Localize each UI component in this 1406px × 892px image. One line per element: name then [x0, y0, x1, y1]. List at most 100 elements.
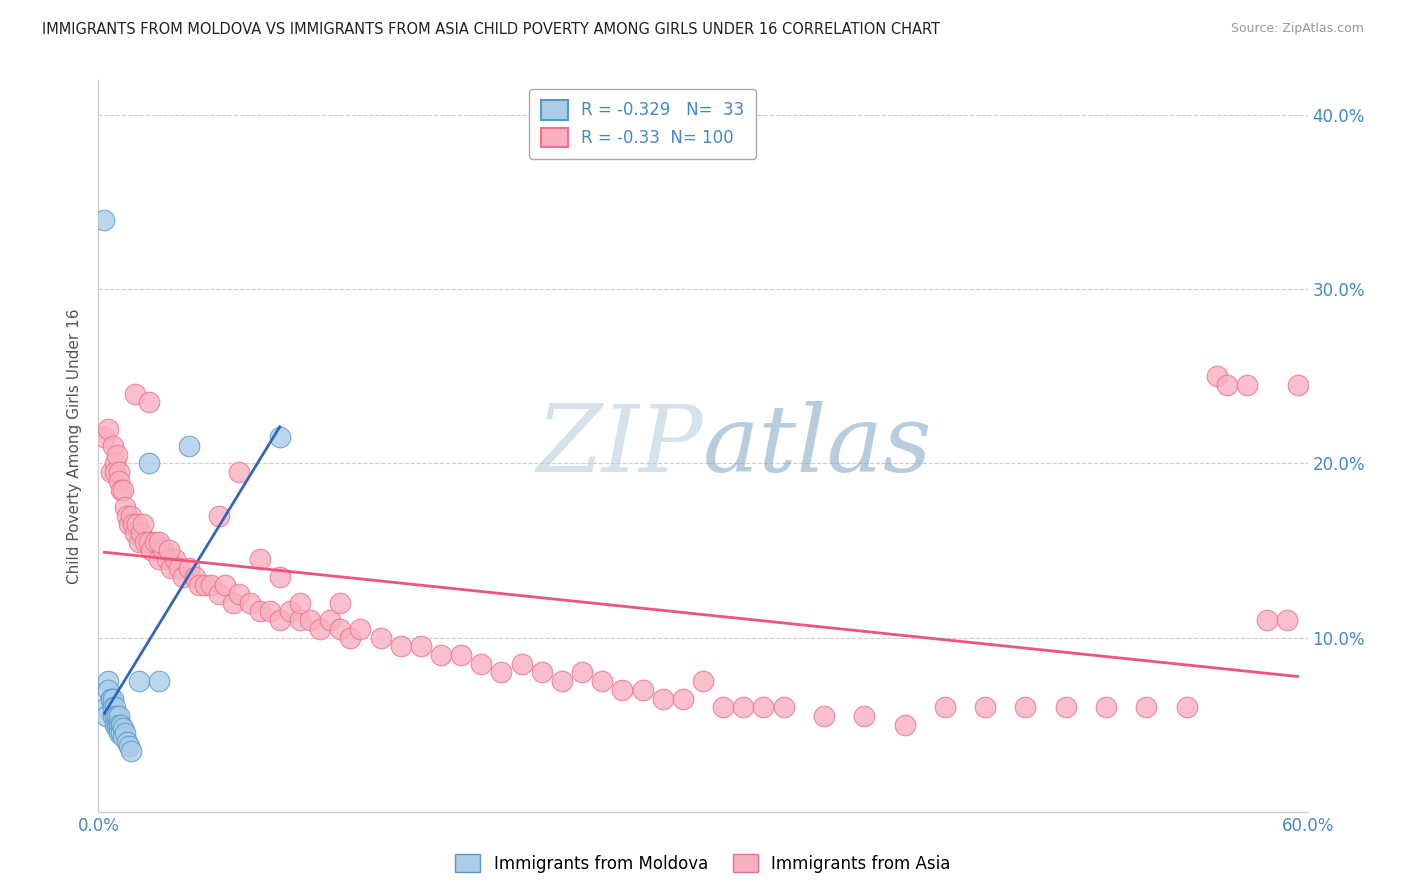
Text: IMMIGRANTS FROM MOLDOVA VS IMMIGRANTS FROM ASIA CHILD POVERTY AMONG GIRLS UNDER : IMMIGRANTS FROM MOLDOVA VS IMMIGRANTS FR… — [42, 22, 941, 37]
Point — [120, 508, 142, 523]
Point — [591, 674, 613, 689]
Point — [97, 682, 120, 697]
Point — [103, 457, 125, 471]
Point — [132, 517, 155, 532]
Point — [208, 587, 231, 601]
Point — [107, 465, 129, 479]
Point — [269, 430, 291, 444]
Point — [138, 457, 160, 471]
Point — [100, 465, 122, 479]
Point — [97, 421, 120, 435]
Point — [148, 674, 170, 689]
Legend: R = -0.329   N=  33, R = -0.33  N= 100: R = -0.329 N= 33, R = -0.33 N= 100 — [529, 88, 756, 159]
Point — [114, 726, 136, 740]
Point — [184, 569, 207, 583]
Point — [711, 700, 734, 714]
Point — [143, 534, 166, 549]
Point — [214, 578, 236, 592]
Point — [103, 465, 125, 479]
Point — [129, 526, 152, 541]
Point — [249, 552, 271, 566]
Point — [269, 613, 291, 627]
Point — [510, 657, 533, 671]
Point — [278, 604, 301, 618]
Point — [101, 709, 124, 723]
Point — [100, 691, 122, 706]
Text: ZIP: ZIP — [536, 401, 703, 491]
Point — [893, 717, 915, 731]
Point — [111, 730, 134, 744]
Point — [128, 534, 150, 549]
Point — [1014, 700, 1036, 714]
Point — [1135, 700, 1157, 714]
Text: Source: ZipAtlas.com: Source: ZipAtlas.com — [1230, 22, 1364, 36]
Point — [105, 717, 128, 731]
Point — [1256, 613, 1278, 627]
Point — [200, 578, 222, 592]
Point — [124, 526, 146, 541]
Point — [1054, 700, 1077, 714]
Point — [813, 709, 835, 723]
Point — [103, 717, 125, 731]
Point — [124, 386, 146, 401]
Point — [148, 552, 170, 566]
Point — [1206, 369, 1229, 384]
Point — [974, 700, 997, 714]
Text: atlas: atlas — [703, 401, 932, 491]
Point — [157, 543, 180, 558]
Point — [167, 561, 190, 575]
Point — [96, 709, 118, 723]
Point — [139, 543, 162, 558]
Point — [115, 735, 138, 749]
Point — [160, 561, 183, 575]
Point — [179, 561, 201, 575]
Point — [1175, 700, 1198, 714]
Point — [103, 709, 125, 723]
Point — [269, 569, 291, 583]
Point — [733, 700, 755, 714]
Point — [93, 430, 115, 444]
Point — [491, 665, 513, 680]
Point — [103, 700, 125, 714]
Point — [319, 613, 342, 627]
Point — [115, 508, 138, 523]
Point — [97, 674, 120, 689]
Point — [93, 212, 115, 227]
Point — [110, 726, 132, 740]
Point — [110, 483, 132, 497]
Point — [259, 604, 281, 618]
Point — [121, 517, 143, 532]
Point — [107, 474, 129, 488]
Point — [631, 682, 654, 697]
Point — [1236, 378, 1258, 392]
Point — [208, 508, 231, 523]
Point — [105, 709, 128, 723]
Point — [222, 596, 245, 610]
Point — [329, 596, 352, 610]
Y-axis label: Child Poverty Among Girls Under 16: Child Poverty Among Girls Under 16 — [67, 309, 83, 583]
Point — [853, 709, 876, 723]
Point — [692, 674, 714, 689]
Point — [530, 665, 553, 680]
Point — [249, 604, 271, 618]
Point — [571, 665, 593, 680]
Point — [349, 622, 371, 636]
Point — [152, 543, 174, 558]
Point — [551, 674, 574, 689]
Point — [772, 700, 794, 714]
Point — [470, 657, 492, 671]
Point — [612, 682, 634, 697]
Point — [120, 744, 142, 758]
Point — [228, 465, 250, 479]
Point — [118, 739, 141, 753]
Point — [114, 500, 136, 514]
Point — [111, 721, 134, 735]
Point — [138, 395, 160, 409]
Point — [125, 517, 148, 532]
Point — [430, 648, 453, 662]
Point — [1286, 378, 1309, 392]
Point — [107, 721, 129, 735]
Point — [329, 622, 352, 636]
Point — [1095, 700, 1118, 714]
Point — [111, 483, 134, 497]
